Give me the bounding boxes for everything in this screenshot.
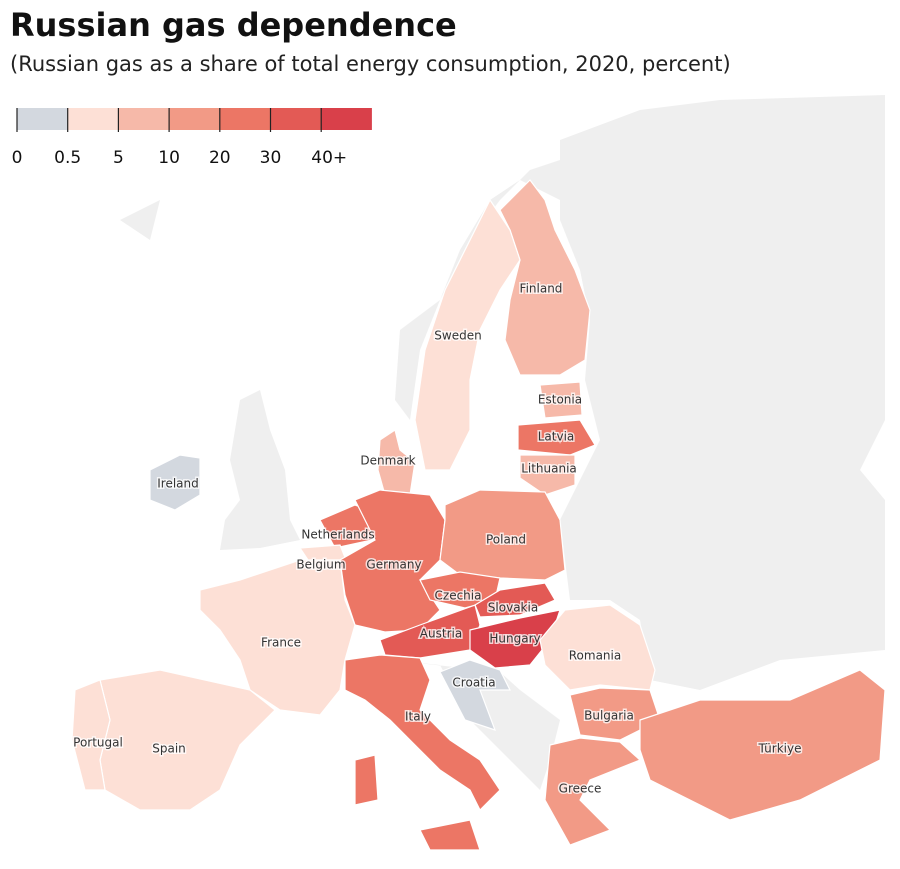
- legend: 0 0.5 5 10 20 30 40+: [12, 108, 372, 168]
- legend-swatch: [67, 108, 119, 130]
- country-shape: [639, 669, 886, 821]
- countries: [71, 179, 886, 851]
- title: Russian gas dependence: [10, 6, 457, 44]
- legend-swatch: [17, 108, 68, 130]
- country-shape: [99, 669, 276, 811]
- country-label: Romania: [569, 649, 621, 663]
- country-label: Bulgaria: [584, 709, 634, 723]
- background-land: [120, 95, 885, 790]
- legend-swatch: [219, 108, 271, 130]
- country-shape: [439, 489, 566, 581]
- country-label: Portugal: [73, 736, 123, 750]
- country-label: Slovakia: [488, 601, 538, 615]
- country-label: Belgium: [296, 558, 345, 572]
- country-label: Estonia: [538, 393, 582, 407]
- country-shape: [539, 381, 583, 419]
- legend-label: 0: [12, 148, 23, 168]
- country-label: Croatia: [452, 676, 495, 690]
- country-label: Finland: [520, 282, 563, 296]
- legend-label: 5: [113, 148, 124, 168]
- country-label: Netherlands: [301, 528, 374, 542]
- legend-label: 40+: [311, 148, 347, 168]
- country-shape: [544, 737, 642, 846]
- country-label: Sweden: [434, 329, 481, 343]
- country-shape: [71, 679, 111, 791]
- country-shape: [377, 429, 416, 496]
- country-label: France: [261, 636, 301, 650]
- country-shape: [474, 582, 556, 618]
- country-label: Germany: [366, 558, 421, 572]
- country-shape: [499, 179, 591, 376]
- legend-swatch: [169, 108, 220, 130]
- country-shape: [149, 454, 201, 511]
- legend-label: 20: [209, 148, 231, 168]
- country-label: Greece: [559, 782, 602, 796]
- legend-label: 30: [260, 148, 282, 168]
- country-label: Denmark: [360, 454, 415, 468]
- country-label: Italy: [405, 710, 431, 724]
- country-label: Czechia: [435, 589, 482, 603]
- country-label: Latvia: [538, 430, 575, 444]
- legend-swatch: [270, 108, 322, 130]
- country-shape: [344, 654, 501, 851]
- legend-label: 10: [158, 148, 180, 168]
- country-shape: [517, 419, 596, 456]
- country-label: Austria: [420, 627, 462, 641]
- subtitle: (Russian gas as a share of total energy …: [10, 52, 731, 76]
- country-label: Poland: [486, 533, 526, 547]
- country-shape: [469, 609, 561, 669]
- country-label: Türkiye: [758, 742, 802, 756]
- legend-swatch: [118, 108, 170, 130]
- country-shape: [439, 659, 511, 731]
- country-shape: [199, 559, 356, 716]
- country-label: Hungary: [489, 632, 540, 646]
- country-label: Spain: [152, 742, 186, 756]
- country-labels: Finland Sweden Estonia Latvia Lithuania Denma…: [72, 280, 803, 797]
- country-label: Ireland: [157, 477, 199, 491]
- legend-label: 0.5: [54, 148, 81, 168]
- legend-swatch: [321, 108, 372, 130]
- country-label: Lithuania: [521, 462, 577, 476]
- country-shape: [519, 454, 576, 496]
- country-shape: [414, 198, 521, 471]
- country-shape: [539, 604, 656, 691]
